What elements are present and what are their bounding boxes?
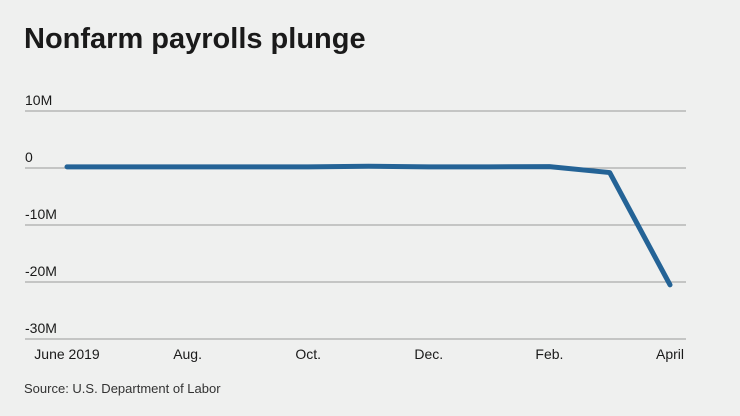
chart-title: Nonfarm payrolls plunge (24, 23, 366, 55)
y-tick-label: 0 (25, 149, 33, 165)
source: Source: U.S. Department of Labor (24, 381, 221, 396)
y-tick-label: -10M (25, 206, 57, 222)
y-tick-label: -30M (25, 320, 57, 336)
x-tick-label: Aug. (173, 346, 202, 362)
x-tick-label: June 2019 (34, 346, 100, 362)
x-tick-label: Oct. (295, 346, 321, 362)
x-tick-label: Feb. (535, 346, 563, 362)
data-line (64, 163, 673, 288)
x-tick-label: Dec. (414, 346, 443, 362)
x-tick-label: April (656, 346, 684, 362)
y-tick-label: -20M (25, 263, 57, 279)
y-tick-label: 10M (25, 92, 52, 108)
